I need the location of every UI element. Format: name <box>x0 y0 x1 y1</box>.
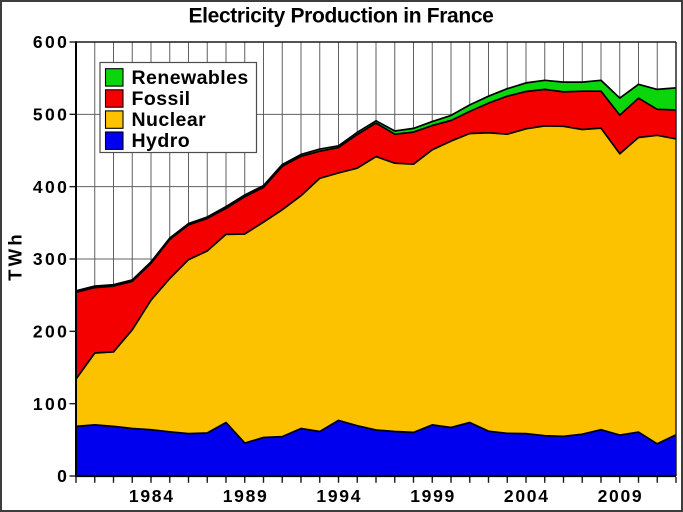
svg-text:Renewables: Renewables <box>132 67 249 89</box>
svg-text:Electricity Production in Fran: Electricity Production in France <box>188 5 493 28</box>
svg-text:1989: 1989 <box>223 486 269 506</box>
svg-text:2009: 2009 <box>598 486 644 506</box>
svg-text:Fossil: Fossil <box>132 88 191 110</box>
svg-text:400: 400 <box>33 177 69 197</box>
svg-text:100: 100 <box>33 394 69 414</box>
svg-text:1994: 1994 <box>316 486 362 506</box>
svg-text:Nuclear: Nuclear <box>132 109 207 131</box>
svg-text:1999: 1999 <box>410 486 456 506</box>
svg-text:300: 300 <box>33 249 69 269</box>
svg-text:200: 200 <box>33 322 69 342</box>
svg-text:TWh: TWh <box>5 231 26 281</box>
svg-text:0: 0 <box>57 466 69 486</box>
svg-text:600: 600 <box>33 32 69 52</box>
svg-text:2004: 2004 <box>504 486 550 506</box>
svg-text:1984: 1984 <box>129 486 175 506</box>
svg-text:Hydro: Hydro <box>132 130 191 152</box>
svg-text:500: 500 <box>33 105 69 125</box>
